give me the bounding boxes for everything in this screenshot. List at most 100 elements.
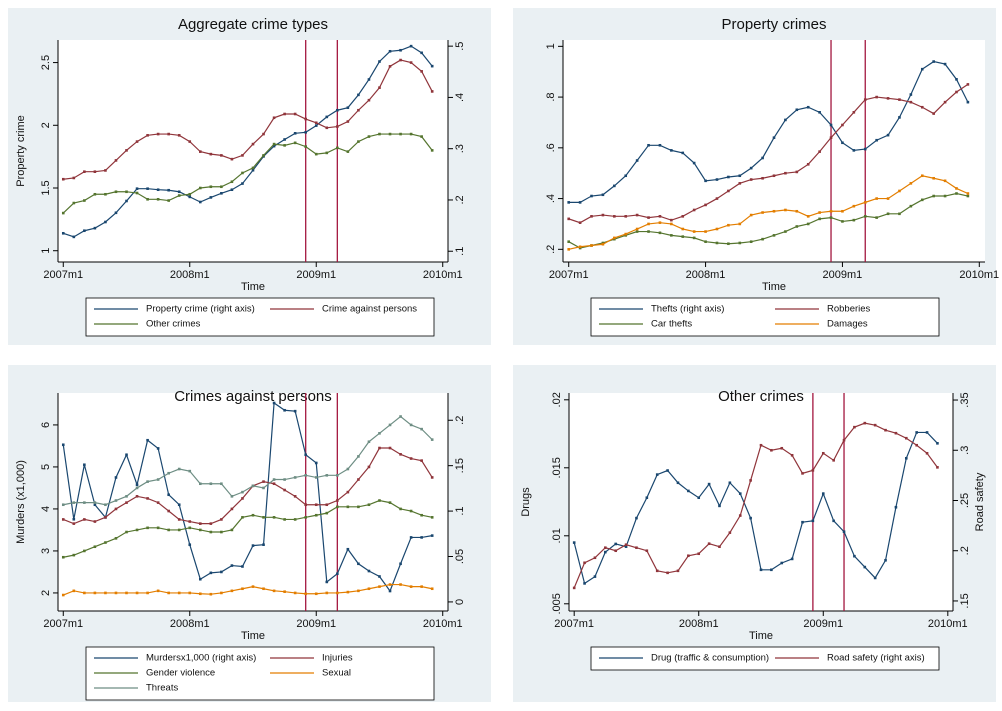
data-point	[420, 459, 423, 462]
data-point	[188, 192, 192, 196]
data-point	[770, 448, 773, 452]
data-point	[955, 78, 958, 81]
y2-tick-label: .1	[454, 247, 466, 256]
data-point	[399, 507, 402, 511]
data-point	[759, 443, 763, 447]
data-point	[925, 431, 929, 434]
data-point	[314, 503, 318, 507]
data-point	[283, 478, 286, 481]
data-point	[146, 480, 149, 483]
data-point	[93, 503, 97, 507]
data-point	[875, 197, 878, 200]
x-tick-label: 2008m1	[170, 618, 210, 630]
legend-label: Threats	[146, 683, 178, 694]
data-point	[135, 191, 139, 195]
data-point	[177, 528, 181, 532]
data-point	[188, 140, 192, 143]
data-point	[687, 489, 690, 493]
data-point	[932, 112, 935, 115]
data-point	[262, 154, 265, 157]
x-tick-label: 2008m1	[170, 269, 210, 281]
y2-tick-label: .05	[454, 549, 466, 564]
series-line	[63, 447, 433, 525]
data-point	[61, 443, 65, 447]
data-point	[818, 211, 821, 214]
data-point	[578, 245, 582, 249]
data-point	[198, 522, 202, 525]
data-point	[832, 459, 835, 462]
data-point	[932, 60, 935, 63]
data-point	[399, 562, 402, 566]
data-point	[801, 520, 804, 524]
data-point	[283, 518, 286, 521]
data-point	[357, 140, 360, 143]
data-point	[156, 478, 160, 481]
data-point	[420, 51, 423, 55]
data-point	[272, 478, 276, 481]
data-point	[409, 44, 413, 48]
data-point	[209, 185, 213, 189]
data-point	[920, 67, 924, 71]
data-point	[304, 503, 308, 507]
legend-label: Gender violence	[146, 668, 215, 679]
y2-tick-label: .5	[454, 42, 466, 51]
data-point	[262, 132, 265, 136]
data-point	[613, 184, 616, 188]
data-point	[114, 499, 118, 502]
data-point	[909, 182, 913, 185]
data-point	[818, 217, 821, 221]
data-point	[230, 528, 234, 532]
data-point	[72, 522, 76, 525]
data-point	[420, 427, 423, 431]
data-point	[167, 509, 170, 513]
data-point	[430, 476, 434, 479]
data-point	[83, 229, 86, 233]
data-point	[409, 132, 413, 136]
series-line	[568, 192, 969, 249]
data-point	[241, 182, 244, 185]
series-line	[63, 415, 433, 506]
data-point	[749, 479, 752, 482]
data-point	[230, 495, 234, 498]
data-point	[898, 189, 901, 193]
data-point	[894, 505, 898, 509]
legend-box	[85, 297, 435, 337]
data-point	[146, 187, 149, 190]
data-point	[241, 587, 244, 591]
data-point	[875, 138, 878, 142]
data-point	[230, 180, 234, 184]
data-point	[293, 141, 297, 145]
data-point	[346, 590, 350, 594]
data-point	[852, 111, 856, 114]
data-point	[146, 197, 149, 201]
y-tick-label: 2	[40, 122, 52, 128]
data-point	[886, 97, 890, 100]
data-point	[886, 197, 890, 200]
series-line	[568, 83, 969, 224]
data-point	[241, 497, 244, 500]
data-point	[367, 440, 371, 444]
data-point	[220, 518, 223, 521]
data-point	[420, 70, 423, 73]
data-point	[336, 572, 339, 576]
data-point	[749, 213, 753, 217]
data-point	[430, 64, 434, 68]
data-point	[780, 561, 784, 565]
data-point	[325, 474, 329, 477]
data-point	[759, 568, 763, 572]
data-point	[314, 124, 318, 127]
series-line	[62, 401, 433, 593]
data-point	[863, 147, 867, 151]
data-point	[647, 222, 650, 226]
y2-tick-label: 0	[454, 599, 466, 605]
y2-tick-label: .3	[454, 144, 466, 153]
data-point	[293, 409, 297, 413]
data-point	[943, 194, 947, 198]
data-point	[241, 154, 244, 157]
data-point	[409, 509, 413, 513]
data-point	[614, 542, 618, 546]
y2-tick-label: .2	[959, 546, 971, 555]
data-point	[707, 542, 711, 545]
data-point	[898, 116, 901, 119]
data-point	[241, 565, 244, 568]
